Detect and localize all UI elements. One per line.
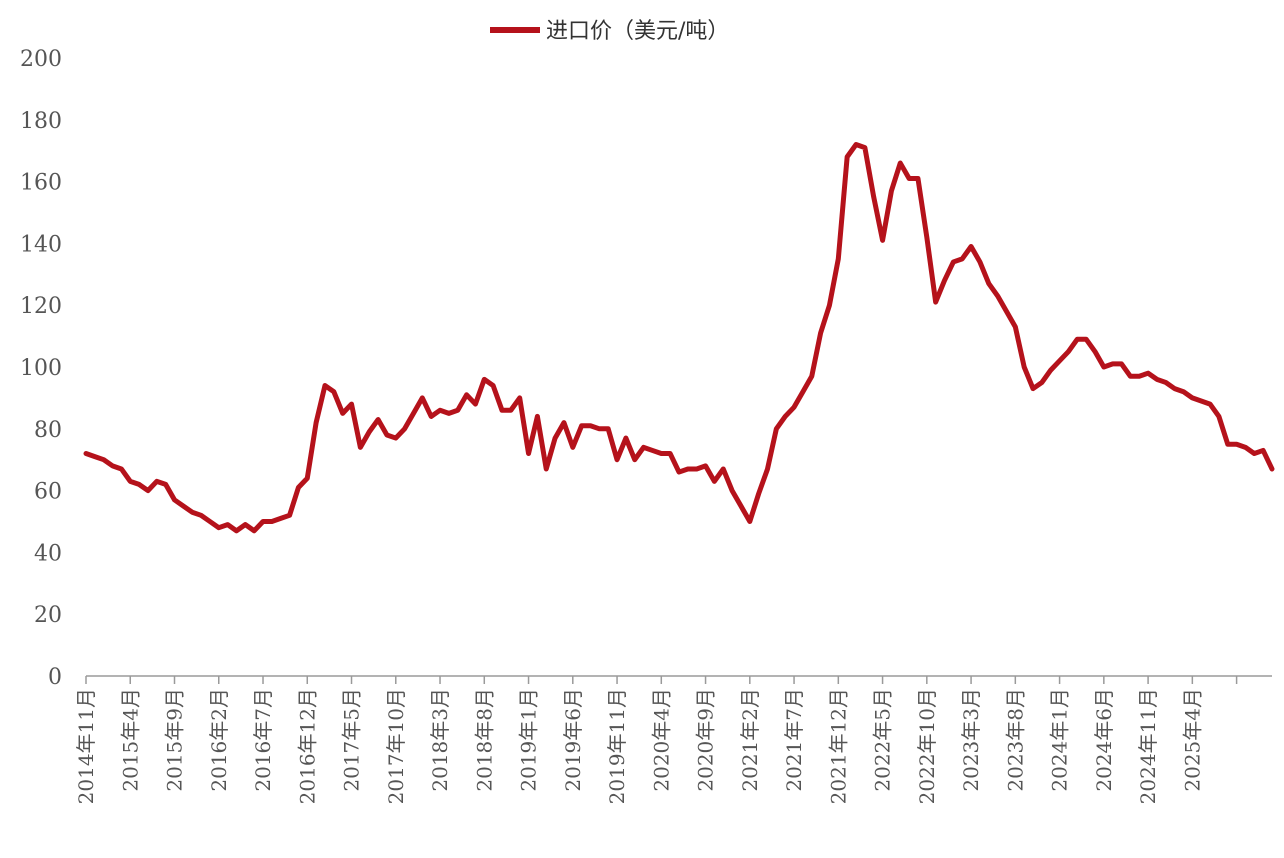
y-axis-tick-labels: 0 20 40 60 80 100 120 140 160 180 200: [20, 47, 62, 690]
x-tick-label: 2021年2月: [738, 688, 762, 792]
x-tick-label: 2020年4月: [649, 688, 673, 792]
x-tick-label: 2016年12月: [295, 688, 319, 804]
x-tick-label: 2015年4月: [118, 688, 142, 792]
x-tick-label: 2023年8月: [1003, 688, 1027, 792]
y-tick-label: 20: [34, 603, 62, 628]
x-tick-label: 2021年12月: [826, 688, 850, 804]
x-tick-label: 2018年8月: [472, 688, 496, 792]
x-tick-label: 2015年9月: [163, 688, 187, 792]
x-tick-label: 2024年6月: [1092, 688, 1116, 792]
x-tick-label: 2014年11月: [74, 688, 98, 804]
y-tick-label: 40: [34, 541, 62, 566]
x-tick-label: 2024年1月: [1048, 688, 1072, 792]
x-tick-label: 2018年3月: [428, 688, 452, 792]
y-tick-label: 200: [20, 47, 62, 72]
y-tick-label: 60: [34, 480, 62, 505]
series-line-import-price: [83, 142, 1275, 534]
x-tick-label: 2017年10月: [384, 688, 408, 804]
x-tick-label: 2019年1月: [517, 688, 541, 792]
y-tick-label: 140: [20, 232, 62, 257]
y-tick-label: 80: [34, 418, 62, 443]
y-tick-label: 160: [20, 171, 62, 196]
x-tick-label: 2016年2月: [207, 688, 231, 792]
x-tick-label: 2019年11月: [605, 688, 629, 804]
y-tick-label: 180: [20, 109, 62, 134]
x-tick-label: 2017年5月: [340, 688, 364, 792]
series-layer: [83, 142, 1275, 534]
y-tick-label: 0: [48, 665, 62, 690]
x-tick-label: 2025年4月: [1180, 688, 1204, 792]
x-tick-label: 2019年6月: [561, 688, 585, 792]
x-tick-label: 2024年11月: [1136, 688, 1160, 804]
x-tick-label: 2020年9月: [694, 688, 718, 792]
x-tick-label: 2021年7月: [782, 688, 806, 792]
x-tick-label: 2022年5月: [871, 688, 895, 792]
legend-label: 进口价（美元/吨）: [546, 19, 729, 44]
x-tick-label: 2023年3月: [959, 688, 983, 792]
x-tick-label: 2022年10月: [915, 688, 939, 804]
y-tick-label: 100: [20, 356, 62, 381]
legend: 进口价（美元/吨）: [490, 19, 729, 44]
y-tick-label: 120: [20, 294, 62, 319]
x-axis: 2014年11月 2015年4月 2015年9月 2016年2月 2016年7月 2016…: [74, 675, 1272, 804]
x-tick-label: 2016年7月: [251, 688, 275, 792]
